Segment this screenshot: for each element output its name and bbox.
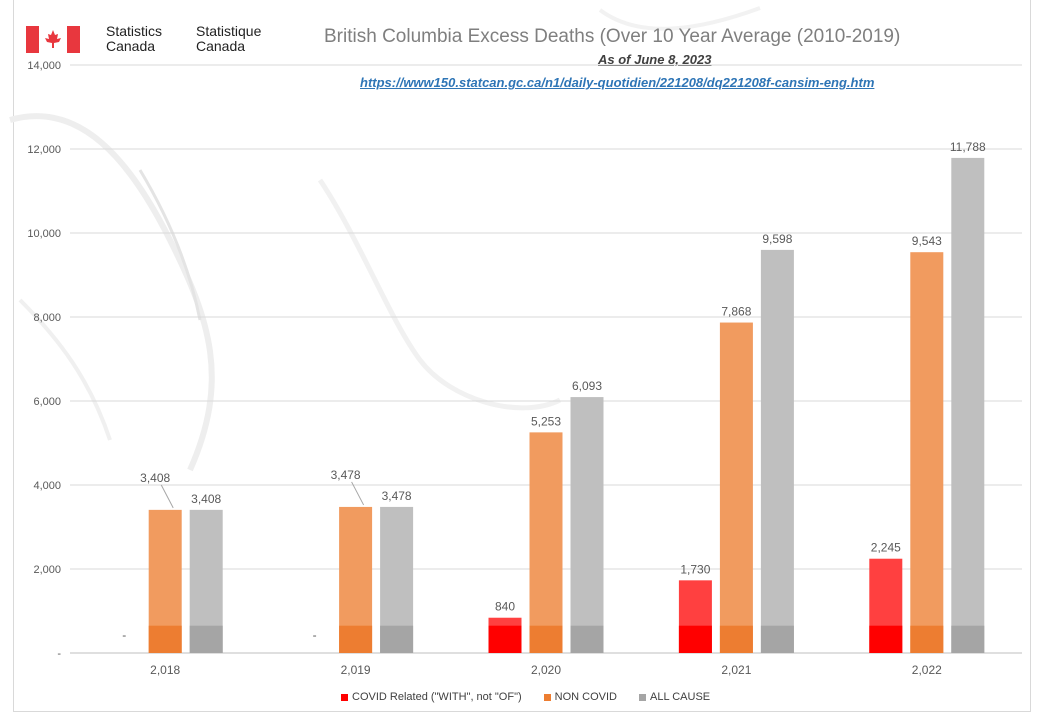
source-link[interactable]: https://www150.statcan.gc.ca/n1/daily-qu… xyxy=(360,75,875,90)
data-label: 5,253 xyxy=(531,414,561,428)
data-label: 2,245 xyxy=(871,541,901,555)
legend-item-all-cause: ALL CAUSE xyxy=(639,691,710,703)
bar xyxy=(719,322,753,653)
data-label: 9,543 xyxy=(912,234,942,248)
data-label: 1,730 xyxy=(680,562,710,576)
data-label: 9,598 xyxy=(762,232,792,246)
data-label: - xyxy=(122,628,126,642)
org-en-line1: Statistics xyxy=(106,23,163,39)
bar-base-band xyxy=(719,625,753,653)
y-tick-label: 10,000 xyxy=(27,228,61,240)
canada-flag-icon xyxy=(26,26,80,53)
bar xyxy=(760,249,794,653)
y-tick-label: - xyxy=(57,648,61,660)
x-tick-label: 2,018 xyxy=(150,663,180,677)
bar xyxy=(910,252,944,653)
bar-base-band xyxy=(760,625,794,653)
org-name-french: Statistique Canada xyxy=(196,24,286,54)
bar-base-band xyxy=(570,625,604,653)
x-tick-label: 2,022 xyxy=(912,663,942,677)
legend: COVID Related ("WITH", not "OF") NON COV… xyxy=(341,691,710,703)
bar-base-band xyxy=(910,625,944,653)
data-label: 3,478 xyxy=(382,489,412,503)
legend-item-covid: COVID Related ("WITH", not "OF") xyxy=(341,691,522,703)
bar-base-band xyxy=(529,625,563,653)
bar-base-band xyxy=(869,625,903,653)
legend-swatch-non-covid xyxy=(543,693,551,701)
legend-label-covid: COVID Related ("WITH", not "OF") xyxy=(352,691,522,703)
legend-label-all-cause: ALL CAUSE xyxy=(650,691,711,703)
legend-swatch-all-cause xyxy=(639,693,646,701)
leader-line xyxy=(160,484,174,509)
y-tick-label: 6,000 xyxy=(33,396,61,408)
bar xyxy=(529,432,563,653)
org-fr-line2: Canada xyxy=(196,38,246,54)
org-en-line2: Canada xyxy=(106,38,156,54)
x-tick-label: 2,019 xyxy=(341,663,371,677)
y-tick-label: 2,000 xyxy=(33,564,61,576)
bar-base-band xyxy=(148,625,182,653)
org-fr-line1: Statistique xyxy=(196,23,262,39)
y-tick-label: 4,000 xyxy=(33,480,61,492)
bar-base-band xyxy=(488,625,522,653)
chart-subtitle: As of June 8, 2023 xyxy=(598,52,712,67)
data-label: 3,408 xyxy=(191,492,221,506)
bar-base-band xyxy=(380,625,414,653)
bar-base-band xyxy=(951,625,985,653)
x-tick-label: 2,021 xyxy=(721,663,751,677)
bar-base-band xyxy=(339,625,373,653)
bar xyxy=(951,157,985,654)
legend-label-non-covid: NON COVID xyxy=(554,691,617,703)
x-tick-label: 2,020 xyxy=(531,663,561,677)
legend-swatch-covid xyxy=(341,693,348,701)
data-label: 11,788 xyxy=(950,140,986,154)
data-label: 6,093 xyxy=(572,379,602,393)
bar xyxy=(570,397,604,653)
data-label: 3,408 xyxy=(140,471,170,485)
bar-base-band xyxy=(189,625,223,653)
data-label: 7,868 xyxy=(721,305,751,319)
chart-frame xyxy=(13,0,1031,712)
leader-line xyxy=(351,481,365,506)
y-tick-label: 14,000 xyxy=(27,60,61,72)
data-label: 3,478 xyxy=(331,468,361,482)
legend-item-non-covid: NON COVID xyxy=(543,691,617,703)
bar-base-band xyxy=(678,625,712,653)
org-name-english: Statistics Canada xyxy=(106,24,186,54)
y-tick-label: 8,000 xyxy=(33,312,61,324)
data-label: 840 xyxy=(495,600,515,614)
y-tick-label: 12,000 xyxy=(27,144,61,156)
chart-title: British Columbia Excess Deaths (Over 10 … xyxy=(324,26,901,47)
data-label: - xyxy=(313,628,317,642)
